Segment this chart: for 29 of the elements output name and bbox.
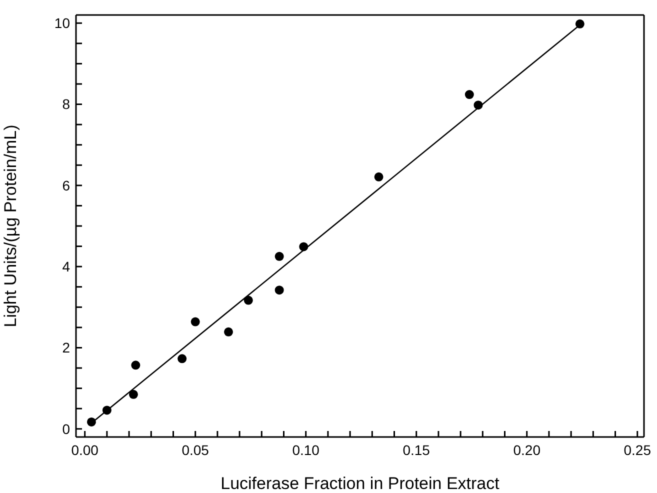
x-tick-label: 0.15 bbox=[402, 442, 430, 458]
x-axis-title: Luciferase Fraction in Protein Extract bbox=[220, 474, 500, 493]
y-tick-label: 8 bbox=[62, 96, 70, 112]
x-tick-label: 0.00 bbox=[71, 442, 99, 458]
point bbox=[274, 286, 284, 295]
point bbox=[299, 242, 308, 252]
x-tick-label: 0.25 bbox=[624, 442, 652, 458]
point bbox=[274, 252, 284, 261]
point bbox=[128, 390, 138, 399]
y-tick-label: 6 bbox=[62, 177, 70, 194]
point bbox=[244, 296, 253, 305]
point bbox=[374, 172, 384, 182]
point bbox=[474, 100, 483, 110]
point bbox=[575, 19, 584, 28]
y-tick-label: 10 bbox=[54, 15, 70, 32]
point bbox=[190, 317, 200, 326]
point bbox=[224, 327, 233, 336]
point bbox=[86, 417, 96, 426]
y-tick-label: 4 bbox=[62, 258, 70, 275]
point bbox=[178, 354, 187, 364]
point bbox=[102, 406, 112, 415]
y-axis-title: Light Units/(µg Protein/mL) bbox=[1, 124, 20, 328]
y-tick-label: 0 bbox=[62, 420, 70, 437]
point bbox=[131, 360, 140, 370]
x-tick-label: 0.05 bbox=[182, 442, 210, 458]
y-tick-label: 2 bbox=[62, 340, 70, 356]
x-tick-label: 0.20 bbox=[513, 442, 541, 458]
point bbox=[464, 90, 474, 100]
x-tick-label: 0.10 bbox=[292, 442, 320, 458]
